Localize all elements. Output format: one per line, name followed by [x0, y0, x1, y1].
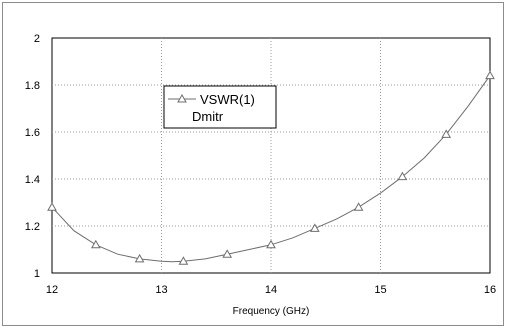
series-layer: [47, 70, 495, 265]
data-point-triangle: [309, 223, 320, 232]
legend: VSWR(1) Dmitr: [163, 85, 277, 129]
data-point-triangle: [441, 129, 452, 138]
y-tick-label: 2: [34, 33, 40, 45]
data-point-triangle: [266, 239, 276, 249]
grid-lines: [52, 38, 490, 273]
legend-series-subtitle: Dmitr: [192, 109, 224, 124]
y-tick-label: 1.6: [25, 127, 40, 139]
y-tick-label: 1: [34, 268, 40, 280]
x-axis-title: Frequency (GHz): [233, 306, 310, 317]
data-point-triangle: [222, 249, 233, 258]
x-tick-label: 12: [46, 284, 58, 296]
x-tick-label: 13: [155, 284, 167, 296]
data-point-triangle: [485, 70, 495, 80]
series-line-vswr: [51, 75, 491, 263]
data-point-triangle: [353, 202, 364, 211]
legend-triangle-marker: [177, 93, 187, 103]
x-tick-label: 16: [484, 284, 496, 296]
y-tick-labels: 1 1.2 1.4 1.6 1.8 2: [25, 33, 40, 280]
legend-series-name: VSWR(1): [200, 92, 255, 107]
y-tick-label: 1.8: [25, 80, 40, 92]
data-point-triangle: [178, 256, 189, 265]
data-point-triangle: [134, 253, 145, 263]
y-tick-label: 1.4: [25, 174, 40, 186]
data-point-triangle: [47, 202, 57, 211]
y-tick-label: 1.2: [25, 221, 40, 233]
legend-box: [163, 85, 277, 129]
x-tick-label: 14: [265, 284, 277, 296]
data-point-triangle: [90, 239, 101, 249]
x-tick-label: 15: [374, 284, 386, 296]
x-tick-labels: 12 13 14 15 16: [46, 284, 496, 296]
data-point-triangle: [397, 171, 408, 181]
